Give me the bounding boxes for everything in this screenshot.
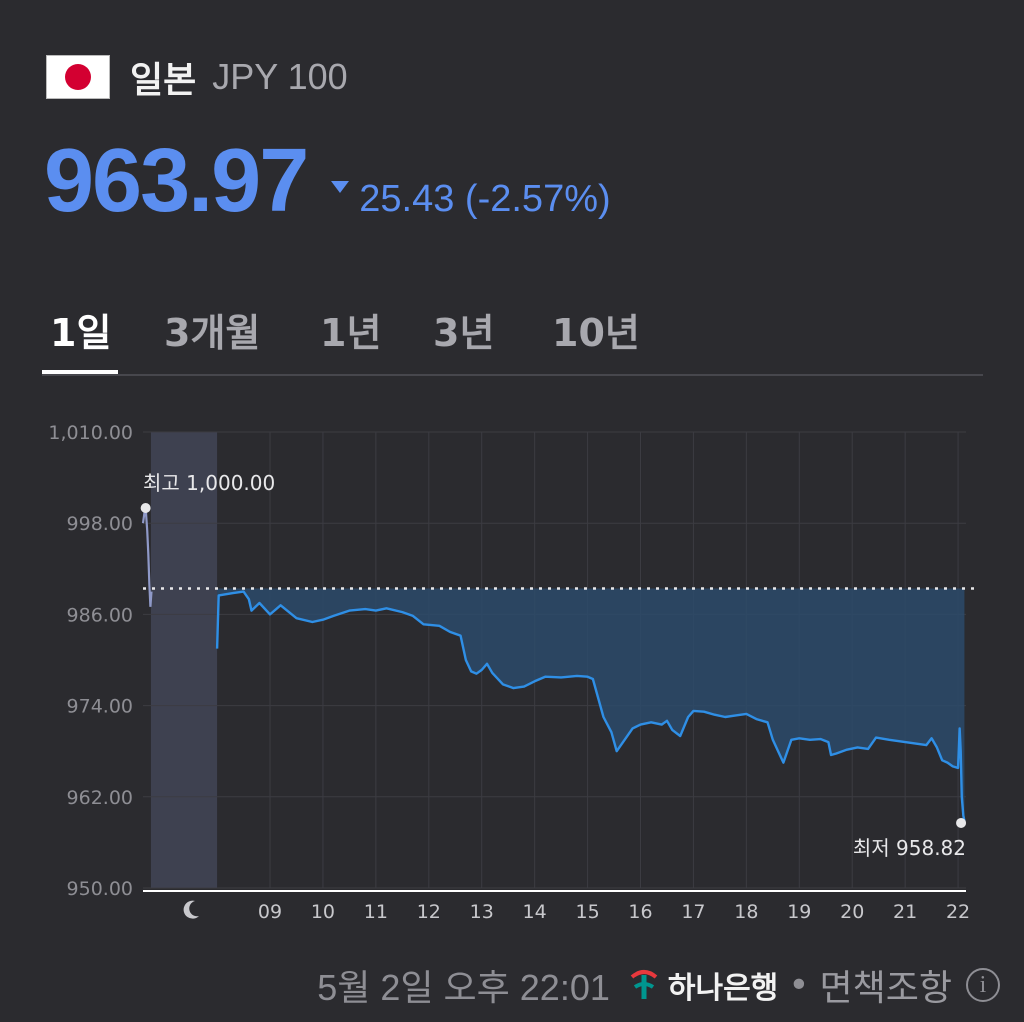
- bank-source: 하나은행: [624, 963, 778, 1007]
- active-tab-indicator: [42, 370, 118, 374]
- x-tick-label: 17: [681, 901, 705, 923]
- hana-bank-logo-icon: [630, 970, 658, 999]
- japan-flag-icon: [46, 55, 110, 99]
- x-tick-label: 20: [840, 901, 864, 923]
- tab-3-months[interactable]: 3개월: [164, 310, 261, 355]
- tab-3-years[interactable]: 3년: [433, 310, 495, 355]
- period-tabs: 1일 3개월 1년 3년 10년: [42, 286, 983, 376]
- y-tick-label: 962.00: [67, 787, 133, 809]
- change-value: 25.43 (-2.57%): [359, 178, 611, 220]
- x-tick-label: 21: [893, 901, 917, 923]
- low-label: 최저 958.82: [853, 836, 966, 860]
- update-timestamp: 5월 2일 오후 22:01: [317, 967, 610, 1008]
- x-tick-label: 09: [258, 901, 282, 923]
- x-tick-label: 18: [734, 901, 758, 923]
- quote-row: 963.97 25.43 (-2.57%): [44, 130, 611, 233]
- y-tick-label: 1,010.00: [48, 422, 133, 444]
- current-price: 963.97: [44, 131, 309, 231]
- high-label: 최고 1,000.00: [143, 471, 275, 495]
- x-tick-label: 13: [470, 901, 494, 923]
- footer: 5월 2일 오후 22:01 하나은행 • 면책조항 i: [0, 955, 1000, 1015]
- x-tick-label: 14: [523, 901, 547, 923]
- currency-code: JPY 100: [212, 56, 348, 97]
- country-name: 일본: [130, 60, 197, 101]
- x-tick-label: 10: [311, 901, 335, 923]
- price-change: 25.43 (-2.57%): [331, 178, 611, 221]
- disclaimer-link[interactable]: 면책조항: [819, 968, 952, 1009]
- currency-header: 일본 JPY 100: [46, 52, 348, 102]
- below-close-area: [217, 588, 965, 821]
- y-tick-label: 998.00: [67, 513, 133, 535]
- y-tick-label: 974.00: [67, 696, 133, 718]
- tab-10-years[interactable]: 10년: [552, 310, 640, 355]
- tab-1-year[interactable]: 1년: [320, 310, 382, 355]
- separator-dot: •: [788, 964, 810, 1006]
- y-tick-label: 950.00: [67, 878, 133, 900]
- x-tick-label: 15: [575, 901, 599, 923]
- x-tick-label: 19: [787, 901, 811, 923]
- x-tick-label: 16: [628, 901, 652, 923]
- price-series-line: [215, 590, 966, 822]
- info-icon[interactable]: i: [966, 968, 1000, 1002]
- exchange-rate-chart[interactable]: 1,010.00 998.00 986.00 974.00 962.00 950.00 09…: [0, 410, 1024, 950]
- bank-name: 하나은행: [667, 971, 779, 1006]
- low-point-marker: [956, 817, 967, 828]
- moon-icon: [183, 900, 200, 919]
- high-point-marker: [140, 503, 151, 513]
- night-session-band: [150, 432, 218, 888]
- y-tick-label: 986.00: [67, 604, 133, 626]
- x-tick-label: 12: [417, 901, 441, 923]
- tab-1-day[interactable]: 1일: [50, 310, 112, 355]
- x-tick-label: 22: [946, 901, 970, 923]
- down-triangle-icon: [331, 181, 350, 193]
- x-tick-label: 11: [364, 901, 388, 923]
